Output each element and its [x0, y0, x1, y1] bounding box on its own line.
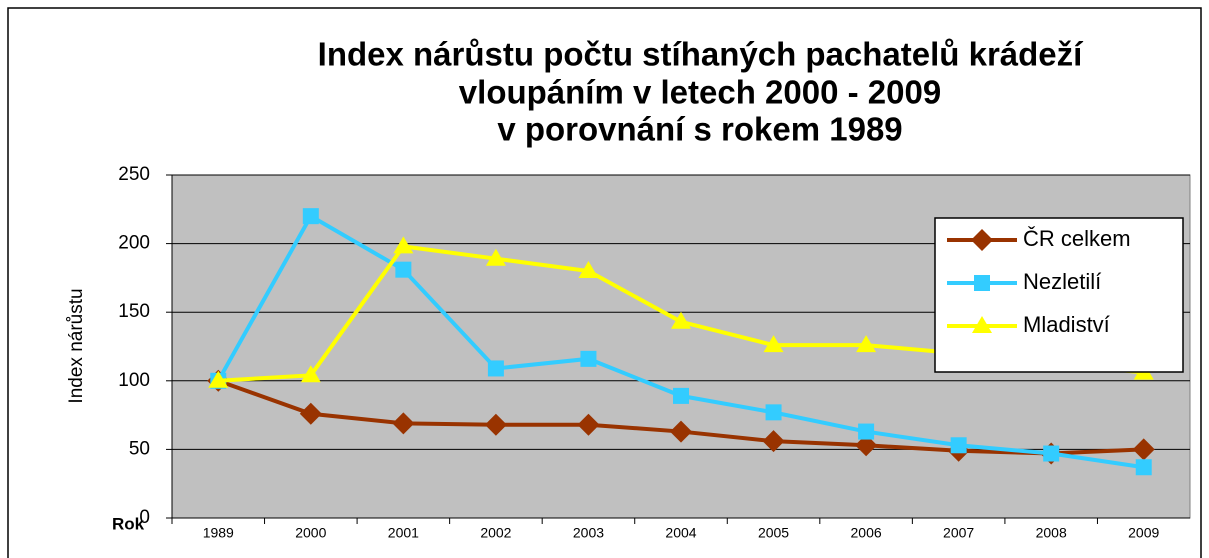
x-tick-label: 2007: [943, 525, 974, 541]
y-tick-label: 50: [129, 438, 150, 459]
marker: [856, 335, 877, 353]
marker: [670, 420, 692, 443]
x-tick-label: 2000: [295, 525, 326, 541]
marker: [974, 275, 990, 291]
legend-label: Nezletilí: [1023, 269, 1101, 294]
legend-label: ČR celkem: [1023, 226, 1131, 251]
marker: [855, 434, 878, 457]
x-tick-label: 2002: [480, 525, 511, 541]
marker: [487, 360, 504, 377]
marker: [299, 402, 322, 425]
marker: [858, 423, 875, 440]
legend-label: Mladiství: [1023, 312, 1110, 337]
marker: [1132, 438, 1155, 461]
marker: [485, 248, 506, 266]
marker: [580, 350, 597, 367]
marker: [763, 335, 784, 353]
chart-title: vloupáním v letech 2000 - 2009: [459, 74, 941, 111]
marker: [950, 437, 967, 454]
x-tick-label: 2009: [1128, 525, 1159, 541]
y-tick-label: 0: [139, 507, 150, 528]
marker: [972, 316, 992, 333]
marker: [673, 387, 689, 404]
y-axis-label: Index nárůstu: [66, 288, 87, 403]
marker: [208, 370, 229, 388]
marker: [395, 261, 412, 278]
y-tick-label: 200: [118, 233, 150, 254]
marker: [484, 413, 507, 436]
marker: [392, 412, 415, 435]
marker: [671, 311, 691, 329]
marker: [577, 413, 600, 436]
marker: [578, 261, 599, 279]
chart-title: v porovnání s rokem 1989: [497, 111, 902, 148]
x-tick-label: 2008: [1036, 525, 1067, 541]
x-tick-label: 2005: [758, 525, 789, 541]
x-tick-label: 2004: [665, 525, 696, 541]
x-axis-label: Rok: [112, 514, 145, 533]
x-tick-label: 2001: [388, 525, 419, 541]
y-tick-label: 100: [118, 370, 150, 391]
x-tick-label: 2006: [851, 525, 882, 541]
marker: [1135, 459, 1152, 476]
marker: [762, 430, 785, 453]
marker: [765, 404, 782, 421]
marker: [1043, 445, 1060, 462]
marker: [302, 208, 319, 225]
marker: [300, 365, 321, 383]
marker: [971, 229, 993, 251]
y-tick-label: 150: [118, 301, 150, 322]
chart-title: Index nárůstu počtu stíhaných pachatelů …: [318, 36, 1085, 73]
x-tick-label: 2003: [573, 525, 604, 541]
y-tick-label: 250: [118, 164, 150, 185]
marker: [393, 236, 414, 254]
x-tick-label: 1989: [203, 525, 234, 541]
